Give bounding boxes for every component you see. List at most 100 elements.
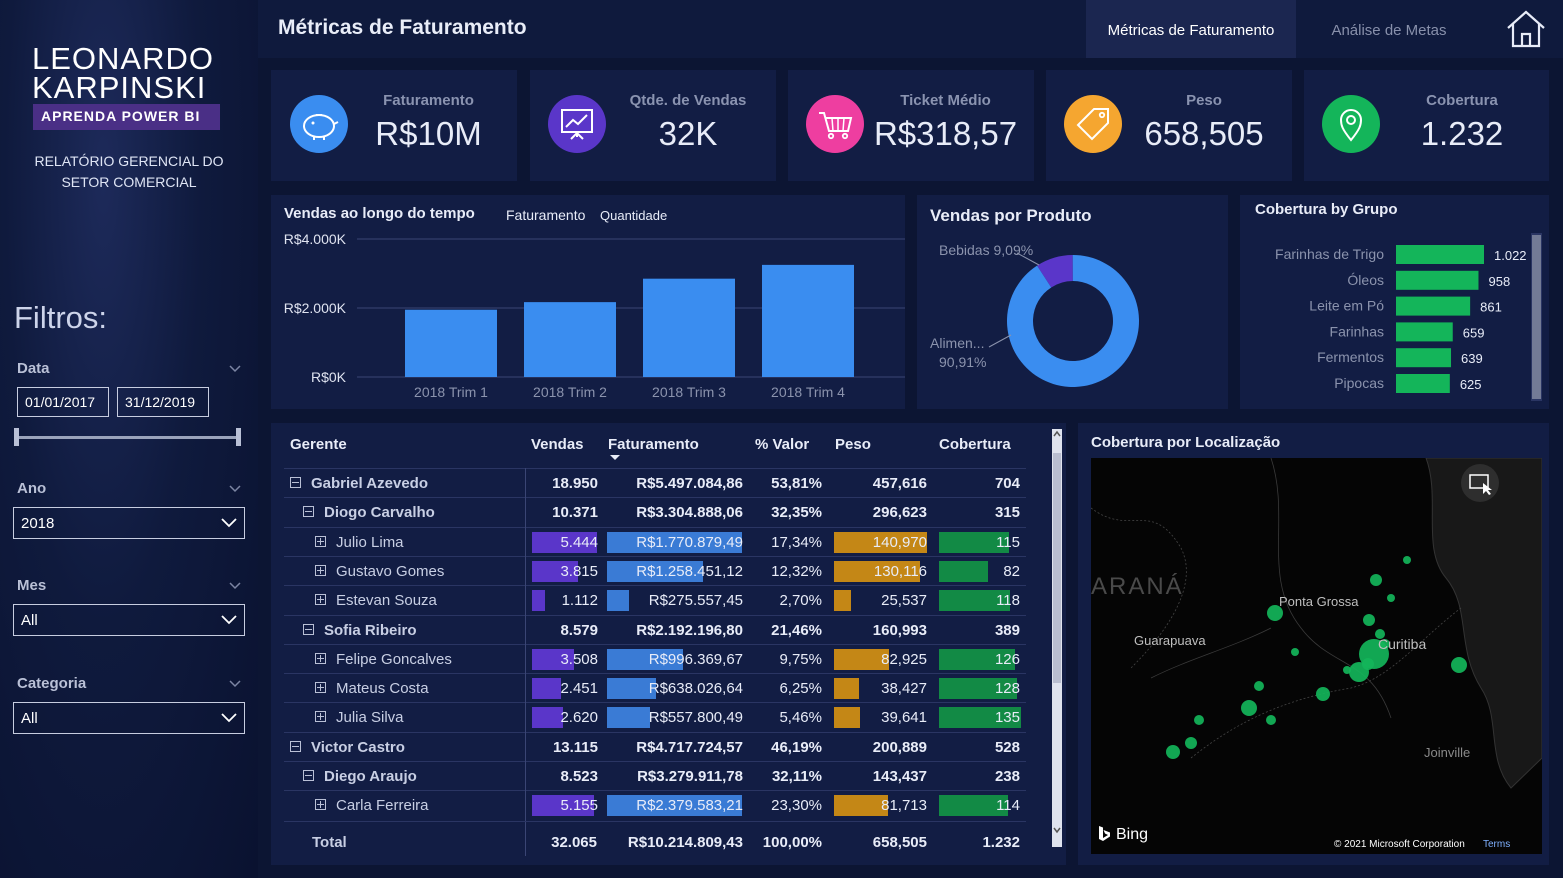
matrix-header-cobertura[interactable]: Cobertura [939,436,1011,453]
date-slider-track[interactable] [15,436,241,439]
bar[interactable] [405,309,497,377]
kpi-value: R$318,57 [873,115,1018,152]
ano-dropdown-value: 2018 [21,515,55,532]
home-icon[interactable] [1504,8,1548,50]
expand-icon[interactable] [315,594,326,606]
bar[interactable] [524,302,616,377]
logo-line-2: KARPINSKI [32,70,207,105]
date-slider-start-handle[interactable] [14,428,19,446]
tab-faturamento-toggle[interactable]: Faturamento [506,207,586,223]
collapse-icon[interactable] [303,506,314,518]
map-bubble[interactable] [1266,715,1276,725]
scrollbar-thumb[interactable] [1532,235,1541,399]
top-bar: Métricas de Faturamento Métricas de Fatu… [258,0,1563,58]
bar[interactable] [1396,322,1453,342]
map-bubble[interactable] [1375,629,1385,639]
matrix-header-peso[interactable]: Peso [835,436,871,453]
expand-icon[interactable] [315,682,326,694]
table-row[interactable]: Estevan Souza 1.112 R$275.557,45 2,70% 25,53… [284,585,1026,614]
map-bubble[interactable] [1166,745,1180,759]
map-bubble[interactable] [1387,594,1395,602]
bar[interactable] [762,264,854,377]
table-row[interactable]: Victor Castro 13.115 R$4.717.724,57 46,19% 2… [284,731,1026,761]
map-bubble[interactable] [1291,648,1299,656]
map-bubble[interactable] [1403,556,1411,564]
data-bar [607,560,703,582]
map-bubble[interactable] [1451,657,1467,673]
table-row[interactable]: Sofia Ribeiro 8.579 R$2.192.196,80 21,46% 16… [284,614,1026,644]
date-end-input[interactable]: 31/12/2019 [117,387,209,417]
chevron-down-icon [221,518,237,528]
matrix-header-pct-valor[interactable]: % Valor [755,436,810,453]
expand-icon[interactable] [315,564,326,576]
expand-icon[interactable] [315,799,326,811]
data-bar [939,795,1008,817]
sidebar: LEONARDO KARPINSKI APRENDA POWER BI RELA… [0,0,258,878]
map-select-tool-icon[interactable] [1461,464,1499,502]
kpi-card-qtde-vendas: Qtde. de Vendas 32K [530,70,776,181]
table-row[interactable]: Julia Silva 2.620 R$557.800,49 5,46% 39,641 1… [284,702,1026,731]
table-row[interactable]: Gustavo Gomes 3.815 R$1.258.451,12 12,32% 13… [284,555,1026,585]
cell-vendas: 2.451 [560,680,598,698]
date-start-input[interactable]: 01/01/2017 [17,387,109,417]
table-row[interactable]: Julio Lima 5.444 R$1.770.879,49 17,34% 140,9… [284,526,1026,556]
chevron-down-icon[interactable] [228,482,242,496]
table-row[interactable]: Diogo Carvalho 10.371 R$3.304.888,06 32,35%… [284,497,1026,526]
collapse-icon[interactable] [303,623,314,635]
bar[interactable] [1396,245,1484,264]
map-bubble[interactable] [1316,687,1330,701]
map-bubble[interactable] [1267,605,1283,621]
mes-dropdown[interactable]: All [13,604,245,636]
collapse-icon[interactable] [290,740,301,752]
matrix-header-vendas[interactable]: Vendas [531,436,584,453]
bar[interactable] [1396,348,1452,368]
scroll-down-icon[interactable] [1052,825,1062,835]
sort-desc-icon[interactable] [609,454,621,461]
tab-quantidade-toggle[interactable]: Quantidade [600,208,668,223]
map-terms-link[interactable]: Terms [1483,839,1511,850]
map-bubble[interactable] [1363,614,1375,626]
bar[interactable] [1396,374,1450,393]
map-bubble[interactable] [1194,715,1204,725]
map-canvas[interactable]: ARANÁ Ponta Grossa Guarapuava Curitiba J… [1091,458,1542,854]
donut-slice[interactable] [982,230,1165,409]
expand-icon[interactable] [315,711,326,723]
bar[interactable] [1396,296,1471,316]
collapse-icon[interactable] [290,477,301,488]
collapse-icon[interactable] [303,770,314,781]
bar[interactable] [1396,270,1479,290]
cell-pct: 32,35% [771,504,822,522]
cell-peso: 160,993 [872,621,927,639]
matrix-header-gerente[interactable]: Gerente [290,436,347,453]
map-bubble[interactable] [1370,574,1382,586]
chevron-down-icon[interactable] [228,579,242,593]
scroll-up-icon[interactable] [1052,429,1062,439]
expand-icon[interactable] [315,535,326,547]
expand-icon[interactable] [315,652,326,664]
tab-analise-metas[interactable]: Análise de Metas [1331,22,1447,39]
table-row[interactable]: Diego Araujo 8.523 R$3.279.911,78 32,11% 143… [284,761,1026,790]
cell-peso: 39,641 [881,709,927,727]
bar[interactable] [643,278,735,377]
matrix-scrollbar-thumb[interactable] [1053,453,1061,683]
donut-slice[interactable] [1037,246,1085,293]
map-bubble[interactable] [1185,737,1197,749]
categoria-dropdown[interactable]: All [13,702,245,734]
chevron-down-icon[interactable] [228,677,242,691]
map-bubble[interactable] [1362,658,1374,670]
table-row[interactable]: Gabriel Azevedo 18.950 R$5.497.084,86 53,81… [284,468,1026,497]
table-row[interactable]: Carla Ferreira 5.155 R$2.379.583,21 23,30% 8… [284,790,1026,819]
map-bubble[interactable] [1254,681,1264,691]
ano-dropdown[interactable]: 2018 [13,507,245,539]
tab-metricas-faturamento[interactable]: Métricas de Faturamento [1086,0,1296,58]
map-bubble[interactable] [1343,666,1351,674]
table-row[interactable]: Felipe Goncalves 3.508 R$996.369,67 9,75% 82… [284,643,1026,673]
data-bar [939,678,1017,700]
table-row[interactable]: Mateus Costa 2.451 R$638.026,64 6,25% 38,427… [284,673,1026,702]
matrix-header-faturamento[interactable]: Faturamento [608,436,699,453]
kpi-value: 32K [658,115,718,152]
map-bubble[interactable] [1241,700,1257,716]
date-slider-end-handle[interactable] [236,428,241,446]
chevron-down-icon[interactable] [228,362,242,376]
cell-vendas: 3.815 [560,562,598,580]
